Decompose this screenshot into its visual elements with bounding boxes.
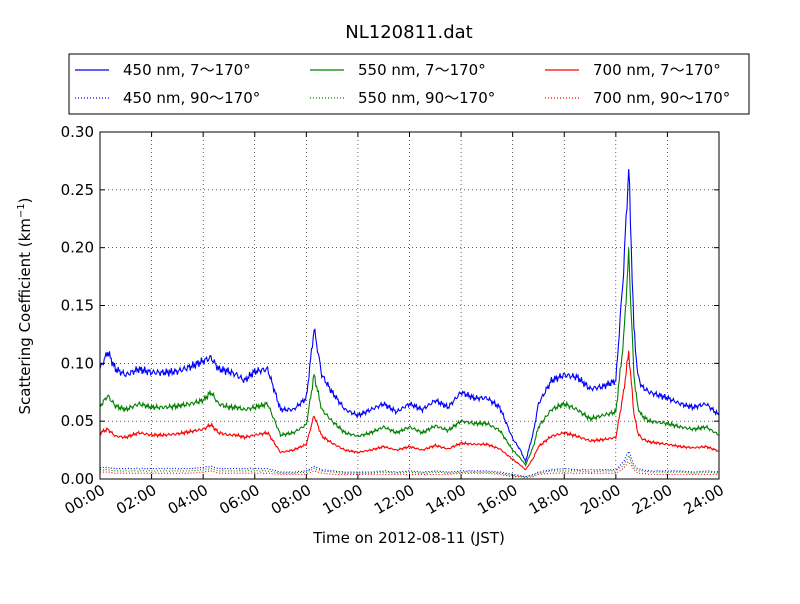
x-tick-label: 24:00 (681, 481, 727, 518)
legend-label: 450 nm, 90～170° (123, 89, 260, 107)
x-tick-label: 20:00 (577, 481, 623, 518)
x-tick-label: 14:00 (423, 481, 469, 518)
legend-label: 450 nm, 7～170° (123, 61, 251, 79)
legend-box (68, 53, 750, 115)
legend-label: 700 nm, 7～170° (593, 61, 721, 79)
y-axis-label-close: ) (16, 197, 34, 203)
x-tick-label: 18:00 (526, 481, 572, 518)
ticks: 00:00 02:00 04:00 06:00 08:00 10:00 12:00 14:00… (61, 123, 727, 518)
series-line-3 (99, 449, 720, 478)
x-tick-label: 22:00 (629, 481, 675, 518)
legend-label: 550 nm, 90～170° (358, 89, 495, 107)
series-line-4 (99, 454, 720, 478)
x-tick-label: 04:00 (165, 481, 211, 518)
y-tick-label: 0.05 (61, 412, 94, 430)
series-line-2 (99, 350, 720, 471)
y-tick-label: 0.15 (61, 297, 94, 315)
x-axis-label: Time on 2012-08-11 (JST) (312, 529, 505, 547)
series-line-1 (99, 248, 720, 467)
chart-title: NL120811.dat (345, 22, 472, 43)
y-tick-label: 0.10 (61, 354, 94, 372)
legend-label: 700 nm, 90～170° (593, 89, 730, 107)
y-tick-label: 0.30 (61, 123, 94, 141)
y-tick-label: 0.20 (61, 239, 94, 257)
x-tick-label: 12:00 (371, 481, 417, 518)
x-tick-label: 08:00 (268, 481, 314, 518)
series-line-0 (99, 169, 720, 464)
x-tick-label: 06:00 (216, 481, 262, 518)
y-axis-label: Scattering Coefficient (km−1) (16, 197, 34, 414)
x-tick-label: 10:00 (319, 481, 365, 518)
x-tick-label: 16:00 (474, 481, 520, 518)
y-axis-label-main: Scattering Coefficient (km (16, 218, 34, 414)
legend: 450 nm, 7～170° 550 nm, 7～170° 700 nm, 7～17… (68, 53, 750, 115)
y-tick-label: 0.00 (61, 470, 94, 488)
y-tick-label: 0.25 (61, 181, 94, 199)
x-tick-label: 02:00 (113, 481, 159, 518)
series-group (99, 169, 720, 479)
y-axis-label-sup: −1 (16, 203, 27, 218)
legend-label: 550 nm, 7～170° (358, 61, 486, 79)
